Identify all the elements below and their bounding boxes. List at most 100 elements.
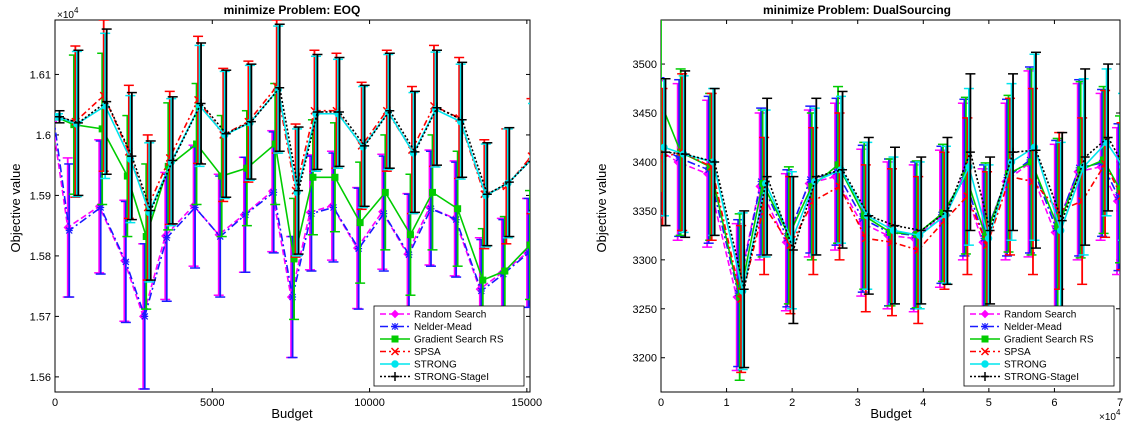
y-tick-label: 1.58 [30,251,51,263]
data-point [221,129,231,139]
y-tick-label: 3200 [633,353,657,365]
data-point [385,106,395,116]
data-point [356,219,364,227]
x-axis-label: Budget [271,406,313,421]
legend-marker [980,372,990,381]
data-point [477,287,485,295]
data-point [97,204,105,212]
data-point [427,205,435,213]
data-point [1115,193,1120,201]
data-point [457,115,467,125]
data-point [527,152,530,161]
data-point [329,204,337,212]
x-tick-label: 0 [658,397,664,409]
data-point [360,141,370,151]
data-point [309,173,317,181]
plot-area: 0 5000 10000 15000 1.56 1.57 1.58 1.59 1.6 1.61 Ra… [30,19,543,409]
series-strong [55,25,530,283]
legend-label: Nelder-Mead [414,322,472,333]
legend-marker [390,347,400,356]
data-point [1031,145,1041,155]
data-point [1057,216,1067,226]
x-tick-label: 1 [724,397,730,409]
legend-entry: STRONG [380,360,457,371]
data-point [428,188,436,196]
data-point [1116,185,1120,193]
data-point [146,206,156,216]
data-point [811,172,821,182]
data-point [525,249,530,257]
data-point [890,221,900,231]
data-point [1080,152,1090,162]
legend-entry: STRONG-StageI [380,372,489,383]
data-point [1119,164,1120,170]
data-point [168,155,178,165]
y-tick-label: 3250 [633,304,657,316]
data-point [275,83,285,93]
series-nelder-mead [55,113,530,390]
data-point [452,216,460,224]
data-point [241,211,249,219]
legend-label: Random Search [1004,310,1076,321]
x-tick-label: 3 [855,397,861,409]
legend-label: Nelder-Mead [1004,322,1062,333]
data-point [675,154,683,162]
legend-label: Gradient Search RS [414,335,504,346]
x-tick-label: 10000 [354,397,385,409]
legend-marker [390,372,400,381]
data-point [410,147,420,157]
y-tick-label: 3500 [633,59,657,71]
x-tick-label: 15000 [512,397,543,409]
x-tick-label: 5000 [200,397,224,409]
x-tick-label: 4 [920,397,926,409]
series-line [663,141,1120,292]
data-point [55,112,64,122]
y-tick-label: 3350 [633,206,657,218]
chart-title: minimize Problem: DualSourcing [763,3,951,17]
data-point [985,225,995,235]
data-point [965,147,975,157]
series-line [665,136,1120,290]
data-point [680,149,690,159]
data-point [406,231,414,239]
plot-area: 0 1 2 3 4 5 6 7 3200 3250 3300 3350 3400 3450 3500 Rand… [633,19,1123,409]
data-point [504,177,514,187]
y-tick-label: 3400 [633,157,657,169]
series-line [662,151,1120,300]
data-point [380,210,388,218]
data-point [838,165,848,175]
data-point [294,186,304,196]
data-point [530,152,539,161]
data-point [163,234,171,242]
data-point [246,117,256,127]
data-point [710,157,720,167]
legend-entry: SPSA [970,347,1031,358]
data-point [381,188,389,196]
legend-marker [391,323,399,330]
legend-label: STRONG-StageI [1004,372,1079,383]
data-point [270,188,278,196]
x-tick-label: 2 [789,397,795,409]
legend-entry: Gradient Search RS [970,335,1094,346]
legend-marker [980,347,990,356]
x-tick-label: 7 [1117,397,1123,409]
legend-label: SPSA [1004,347,1031,358]
legend-box [373,305,525,387]
legend-marker [391,335,399,343]
data-point [739,284,749,294]
data-point [122,258,130,266]
data-point [405,251,413,259]
legend-entry: Gradient Search RS [380,335,504,346]
x-tick-label: 0 [52,397,58,409]
data-point [289,293,297,301]
legend-label: STRONG [1004,360,1047,371]
legend-entry: Random Search [970,310,1076,321]
data-point [529,155,530,161]
data-point [788,245,798,255]
legend-label: Gradient Search RS [1004,335,1094,346]
legend-entry: Nelder-Mead [380,322,472,333]
data-point [661,148,663,151]
